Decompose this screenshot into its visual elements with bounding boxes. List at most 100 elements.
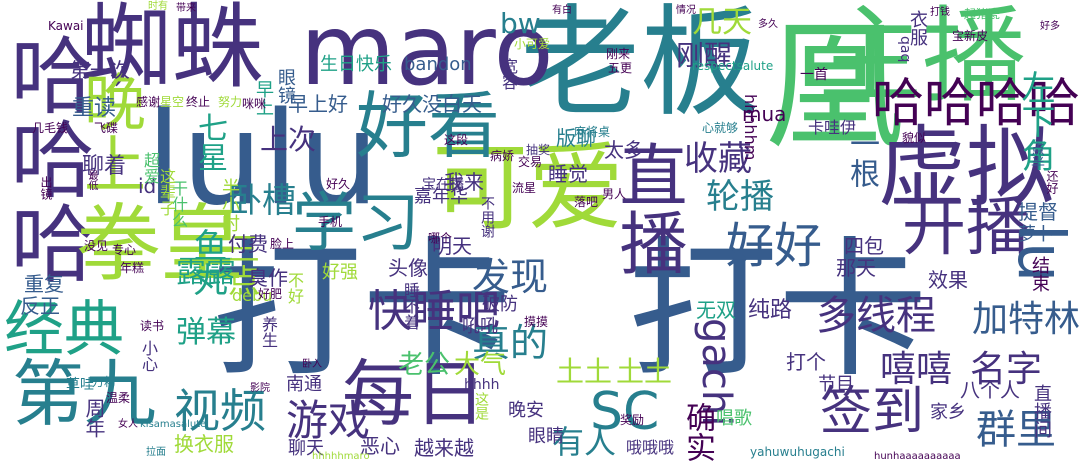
- word-feiji: 飞碟: [94, 121, 119, 135]
- word-hefei: 好肥: [258, 287, 283, 301]
- word-hhhhhmaro: hhhhhmaro: [312, 451, 370, 462]
- word-zhebeizi: 这辈子: [157, 168, 176, 216]
- word-hhhh: hhhh: [464, 377, 500, 393]
- word-kaibo: 开播: [902, 191, 1030, 265]
- word-laoban: 老板: [520, 0, 760, 133]
- word-qingkuang: 情况: [676, 5, 696, 16]
- word-wolai: 我来: [444, 170, 484, 194]
- word-taiduo: 太多: [604, 138, 644, 162]
- word-chongdu: 重读: [72, 96, 117, 121]
- word-exin: 恶心: [360, 434, 400, 458]
- word-kisa: kisamasalute: [140, 419, 207, 430]
- word-xinjiu: 心就够: [702, 121, 739, 135]
- word-bingjiao: 病娇: [490, 149, 515, 163]
- word-qiye: 起猪瓷: [964, 7, 1001, 21]
- word-chunlu: 纯路: [748, 298, 793, 323]
- word-huangzhi: 凰: [741, 12, 904, 152]
- word-sc: SC: [590, 382, 660, 442]
- word-youxi: 游戏: [286, 396, 371, 445]
- word-zhibojian: 直播间: [1031, 384, 1052, 438]
- word-shouzhe: 手机: [318, 215, 343, 229]
- word-nantong: 南通: [286, 374, 322, 395]
- word-daike: 带来: [176, 3, 196, 14]
- word-jitian: 几天: [692, 5, 752, 40]
- word-jiemu: 节目: [818, 374, 854, 395]
- word-zhuanzhu: 专心: [112, 243, 137, 257]
- word-caopi: 草哇: [66, 377, 94, 393]
- word-daka-s: 打钱: [930, 7, 950, 18]
- word-keai: 可爱: [432, 132, 624, 244]
- word-zaoshanghao: 早上好: [288, 92, 348, 116]
- word-shuijiao: 睡觉: [548, 162, 588, 186]
- word-kawai: Kawai: [48, 19, 84, 33]
- word-nategai: 那天: [836, 256, 876, 280]
- word-niangao: 年糕: [120, 261, 145, 275]
- word-chouzuo: 臭作: [248, 266, 288, 290]
- word-dahe-1: 打卡: [212, 224, 513, 398]
- word-lianzhe: 脸上: [270, 237, 295, 251]
- word-zhende: 真的: [472, 321, 549, 365]
- word-lu: lu: [1003, 224, 1077, 283]
- word-dahe-2: 打卡: [628, 224, 929, 398]
- word-danmu: 弹幕: [176, 315, 236, 350]
- word-hahahaha: 哈哈哈哈: [872, 74, 1080, 134]
- word-chaoai: 超爱: [141, 152, 160, 184]
- word-youbai: 有白: [552, 5, 572, 16]
- word-qiandao: 签到: [820, 382, 925, 442]
- word-hunhaa: hunhaaaaaaaaaa: [874, 451, 961, 462]
- word-kuaishuiba: 快睡吧: [368, 286, 500, 337]
- word-lamian: 拉面: [146, 447, 166, 458]
- word-tidu: 提督: [1018, 200, 1058, 224]
- word-sibao: 四包: [844, 234, 884, 258]
- word-liaotian: 聊天: [288, 438, 324, 459]
- word-buhao: 不好: [285, 272, 304, 304]
- word-xixi: 嘻嘻: [880, 349, 953, 390]
- word-nanren: 男人: [602, 187, 627, 201]
- word-laogong: 老公: [398, 350, 451, 380]
- word-nuli: 努力: [218, 95, 243, 109]
- word-liuxing: 流星: [512, 181, 537, 195]
- word-zhounian: 周年: [82, 398, 106, 438]
- word-chongfu: 重复: [24, 272, 64, 296]
- word-lunbo: 轮播: [706, 177, 774, 217]
- word-maro: maro: [300, 0, 554, 108]
- word-gangcai: 刚来: [606, 47, 631, 61]
- word-nvren: 女人: [118, 419, 138, 430]
- word-zhezhong: 这段: [444, 133, 469, 147]
- word-xingkong: 星空: [160, 95, 185, 109]
- word-yuelaiyue: 越来越: [414, 436, 474, 460]
- word-haohao: 好好: [726, 218, 823, 274]
- word-tt2: 土土: [616, 355, 673, 388]
- word-diyici: 第一次: [70, 58, 130, 82]
- word-tt1: 土土: [556, 355, 613, 388]
- word-zhongzhi: 终止: [186, 95, 211, 109]
- word-nage: 哪个: [428, 231, 453, 245]
- word-shuibuzhao: 睡不着: [401, 282, 420, 330]
- word-maomao: 貌似: [902, 131, 927, 145]
- word-faxian: 发现: [472, 255, 549, 299]
- word-yanjing2: 眼睛: [528, 426, 564, 447]
- word-changge: 唱歌: [716, 408, 752, 429]
- word-jianianhua: 嘉年华: [414, 186, 468, 207]
- word-gachi: gachi: [693, 318, 739, 427]
- word-bandon: bandon: [404, 54, 472, 75]
- word-hohao: 吼吼: [462, 316, 498, 337]
- word-xiaoguo: 效果: [928, 268, 968, 292]
- word-yigen: 一根: [844, 128, 879, 188]
- word-majiang: 麻将桌: [574, 125, 611, 139]
- word-oooo: 哦哦哦: [626, 438, 675, 457]
- word-luoba: 落吧: [574, 195, 599, 209]
- word-shipin: 视频: [174, 384, 266, 438]
- word-zhubo: 主播: [818, 0, 1027, 117]
- word-respects: respectsalute: [692, 59, 774, 73]
- word-youren: 有人: [552, 423, 617, 461]
- word-haokan: 好看: [356, 84, 501, 168]
- word-bageren: 八个人: [960, 378, 1020, 402]
- word-hahaha-v: 哈哈哈: [0, 32, 95, 284]
- word-banxiaoshi: 半小时: [219, 178, 240, 232]
- word-qq: qaq: [897, 36, 913, 63]
- word-jiangli: 奖励: [620, 413, 645, 427]
- word-wanan: 晚安: [508, 400, 544, 421]
- word-quanhuang: 拳皇: [76, 195, 245, 293]
